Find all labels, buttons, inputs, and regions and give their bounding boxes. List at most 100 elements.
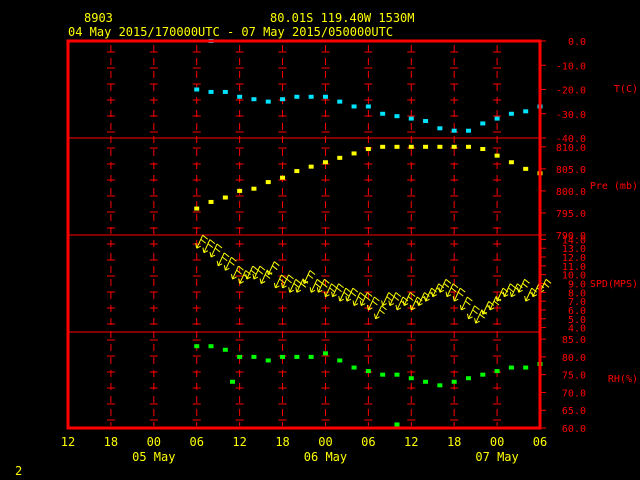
wind-barb-feather <box>293 282 300 288</box>
wind-barb <box>252 265 266 280</box>
temperature-point <box>465 128 471 133</box>
wind-barb-feather <box>517 283 523 289</box>
wind-barb-head <box>259 278 262 284</box>
wind-barb-feather <box>336 287 342 293</box>
wind-barb-head <box>375 316 380 320</box>
y-tick-label: 14.0 <box>562 235 586 246</box>
humidity-point <box>251 354 257 359</box>
wind-barb-head <box>338 296 341 302</box>
wind-barb-shaft <box>389 292 397 306</box>
wind-barb-shaft <box>282 274 289 289</box>
wind-barb <box>445 283 459 298</box>
wind-barb-shaft <box>367 296 375 311</box>
humidity-point <box>451 379 457 384</box>
wind-barb-head <box>302 278 305 284</box>
panel-label: RH(%) <box>608 374 638 385</box>
wind-barb-head <box>374 313 377 319</box>
x-tick-label: 00 <box>147 435 161 449</box>
y-tick-label: 80.0 <box>562 353 586 364</box>
pressure-point <box>494 153 500 158</box>
wind-barb-head <box>432 294 437 298</box>
wind-barb-feather <box>445 278 452 284</box>
pressure-point <box>394 144 400 149</box>
wind-barb-feather <box>281 274 287 280</box>
wind-barb-head <box>260 281 266 284</box>
wind-barb-feather <box>364 296 371 301</box>
temperature-point <box>394 114 400 119</box>
humidity-point <box>351 365 357 370</box>
wind-barb-shaft <box>232 265 239 280</box>
panel-label: T(C) <box>614 84 638 95</box>
wind-barb <box>288 278 302 293</box>
wind-barb-head <box>366 304 369 311</box>
y-axis-labels: 0.0 -10.0 -20.0 -30.0 -40.0 T(C) 790.0 795.0 800… <box>540 37 638 435</box>
wind-barb <box>223 256 237 271</box>
station-id: 8903 <box>84 11 113 25</box>
y-tick-label: 7.0 <box>568 297 586 308</box>
y-tick-label: 9.0 <box>568 280 586 291</box>
wind-barb-feather <box>338 283 344 289</box>
wind-barb-shaft <box>503 283 511 297</box>
humidity-point <box>423 379 429 384</box>
wind-barb-feather <box>314 282 321 288</box>
wind-barb-head <box>425 298 430 302</box>
pressure-point <box>222 195 228 200</box>
wind-barb-feather <box>402 296 409 302</box>
wind-barb-feather <box>231 256 237 262</box>
wind-barb-head <box>202 247 205 253</box>
wind-barb-feather <box>207 243 214 249</box>
temperature-point <box>237 94 243 99</box>
y-tick-label: 11.0 <box>562 262 586 273</box>
humidity-point <box>437 383 443 388</box>
x-tick-label: 00 <box>318 435 332 449</box>
wind-barb-feather <box>507 287 514 293</box>
wind-barb-shaft <box>274 274 282 289</box>
wind-barb-feather <box>273 261 280 267</box>
pressure-point <box>251 186 257 191</box>
wind-barb <box>388 292 402 306</box>
wind-barb-feather <box>381 305 387 311</box>
wind-barb-head <box>461 307 466 311</box>
wind-barb-feather <box>331 283 337 289</box>
humidity-point <box>394 372 400 377</box>
wind-barb-shaft <box>267 261 275 275</box>
wind-barb-feather <box>479 313 485 319</box>
wind-barb-head <box>509 291 512 297</box>
wind-barb-head <box>496 298 502 302</box>
wind-barb-shaft <box>525 287 533 302</box>
wind-barb-head <box>445 291 448 297</box>
wind-barb-head <box>232 276 237 280</box>
wind-barb <box>331 283 344 298</box>
y-tick-label: -10.0 <box>556 61 586 72</box>
wind-barb-head <box>230 273 233 280</box>
wind-barb-head <box>532 294 538 298</box>
x-tick-label: 00 <box>490 435 504 449</box>
wind-barb-feather <box>443 282 450 288</box>
wind-barb-head <box>474 318 477 324</box>
wind-barb-shaft <box>403 292 411 306</box>
humidity-point <box>380 372 386 377</box>
humidity-point <box>480 372 486 377</box>
wind-barb-feather <box>509 283 516 289</box>
wind-barb-head <box>495 296 498 302</box>
wind-barb <box>466 305 480 320</box>
wind-barb-head <box>296 289 302 293</box>
humidity-point <box>394 422 400 427</box>
wind-barb-head <box>524 296 527 302</box>
pressure-point <box>208 199 214 204</box>
wind-barb <box>216 252 230 267</box>
x-tick-label: 12 <box>404 435 418 449</box>
wind-barb-shaft <box>303 270 311 284</box>
wind-barb-head <box>439 289 445 293</box>
wind-barb-feather <box>252 265 259 271</box>
wind-barb-shaft <box>518 279 525 293</box>
pressure-point <box>408 144 414 149</box>
wind-barb-feather <box>431 287 437 293</box>
pressure-point <box>351 151 357 156</box>
wind-barb-feather <box>221 256 228 262</box>
wind-barb-shaft <box>253 265 261 280</box>
temperature-point <box>423 119 429 124</box>
wind-barb-head <box>453 298 459 302</box>
y-tick-label: 810.0 <box>556 143 586 154</box>
wind-barb <box>366 296 380 311</box>
